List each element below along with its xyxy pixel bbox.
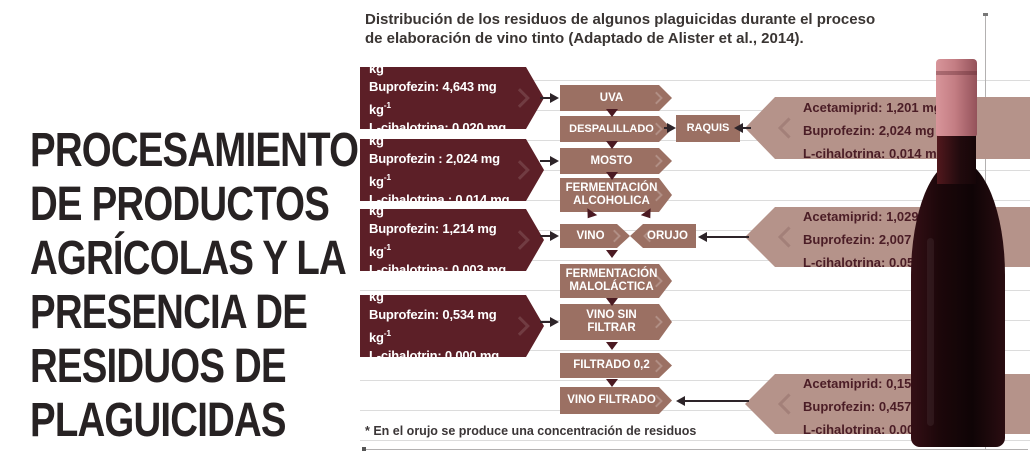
wine-bottle-neck [937, 128, 976, 184]
residue-box-uva: Acetamiprid: 0,681 mg kg-1 Buprofezin: 4… [360, 67, 544, 129]
residue-line: Buprofezin: 0,534 mg kg-1 [369, 306, 497, 345]
diagram-caption-line: Distribución de los residuos de algunos … [365, 11, 876, 28]
poster-title-line: PLAGUICIDAS [30, 394, 287, 447]
arrow-left-icon [698, 232, 749, 242]
flow-step-orujo: ORUJO [630, 224, 696, 248]
poster-title: PROCESAMIENTO DE PRODUCTOS AGRÍCOLAS Y L… [30, 124, 359, 448]
flow-step-vino-filtrado: VINO FILTRADO [560, 387, 672, 414]
arrow-left-icon [676, 396, 749, 406]
flow-step-filtrado-02: FILTRADO 0,2 [560, 353, 672, 378]
arrow-right-icon [664, 123, 676, 133]
flow-step-uva: UVA [560, 85, 672, 111]
footnote: * En el orujo se produce una concentraci… [365, 424, 697, 438]
diagram-caption-line: de elaboración de vino tinto (Adaptado d… [365, 30, 804, 47]
bottom-axis-tick [362, 447, 366, 451]
residue-box-raquis: Acetamiprid: 1,201 mg kg-1 Buprofezin: 2… [745, 97, 1030, 159]
right-axis-tick [983, 13, 988, 16]
arrow-down-icon [606, 172, 618, 180]
arrow-right-icon [540, 93, 559, 103]
wine-bottle-body [911, 160, 1005, 447]
residue-line: Buprofezin: 2,024 mg kg-1 [803, 121, 961, 138]
arrow-down-icon [606, 342, 618, 350]
poster-title-line: AGRÍCOLAS Y LA [30, 232, 347, 285]
residue-box-vino: Acetamiprid: 0,474 mg kg-1 Buprofezin: 1… [360, 209, 544, 271]
flow-step-despalillado: DESPALILLADO [560, 116, 672, 142]
poster-title-line: DE PRODUCTOS [30, 178, 330, 231]
poster-title-line: PROCESAMIENTO [30, 124, 359, 177]
arrow-right-icon [540, 156, 559, 166]
arrow-down-icon [606, 379, 618, 387]
flow-step-vino-sin-filtrar: VINO SIN FILTRAR [560, 304, 672, 340]
residue-box-vino-sin-filtrar: Acetamiprid:0,284 mg kg-1 Buprofezin: 0,… [360, 295, 544, 357]
bottom-axis-line [363, 449, 1028, 450]
arrow-right-icon [540, 317, 559, 327]
residue-line: Buprofezin: 1,214 mg kg-1 [369, 220, 497, 259]
flow-step-fermentacion-malolactica: FERMENTACIÓN MALOLÁCTICA [560, 264, 672, 298]
arrow-right-icon [540, 231, 559, 241]
diagram-caption: Distribución de los residuos de algunos … [365, 10, 975, 48]
arrow-down-icon [606, 109, 618, 117]
wine-bottle-highlight [927, 238, 934, 426]
flow-step-vino: VINO [560, 224, 630, 248]
flow-step-fermentacion-alcoholica: FERMENTACIÓN ALCOHOLICA [560, 178, 672, 212]
arrow-down-icon [606, 298, 618, 306]
poster-title-line: PRESENCIA DE [30, 286, 308, 339]
arrow-left-icon [734, 123, 751, 133]
wine-bottle-capsule [936, 59, 977, 136]
arrow-down-icon [606, 141, 618, 149]
poster-title-line: RESIDUOS DE [30, 340, 287, 393]
flow-step-raquis: RAQUIS [676, 115, 740, 142]
residue-line: Buprofezin: 4,643 mg kg-1 [369, 78, 497, 117]
residue-line: Buprofezin : 2,024 mg kg-1 [369, 150, 500, 189]
flow-step-mosto: MOSTO [560, 148, 672, 174]
residue-box-mosto: Acetamiprid: 0,676 mg kg-1 Buprofezin : … [360, 139, 544, 201]
arrow-down-icon [606, 250, 618, 258]
